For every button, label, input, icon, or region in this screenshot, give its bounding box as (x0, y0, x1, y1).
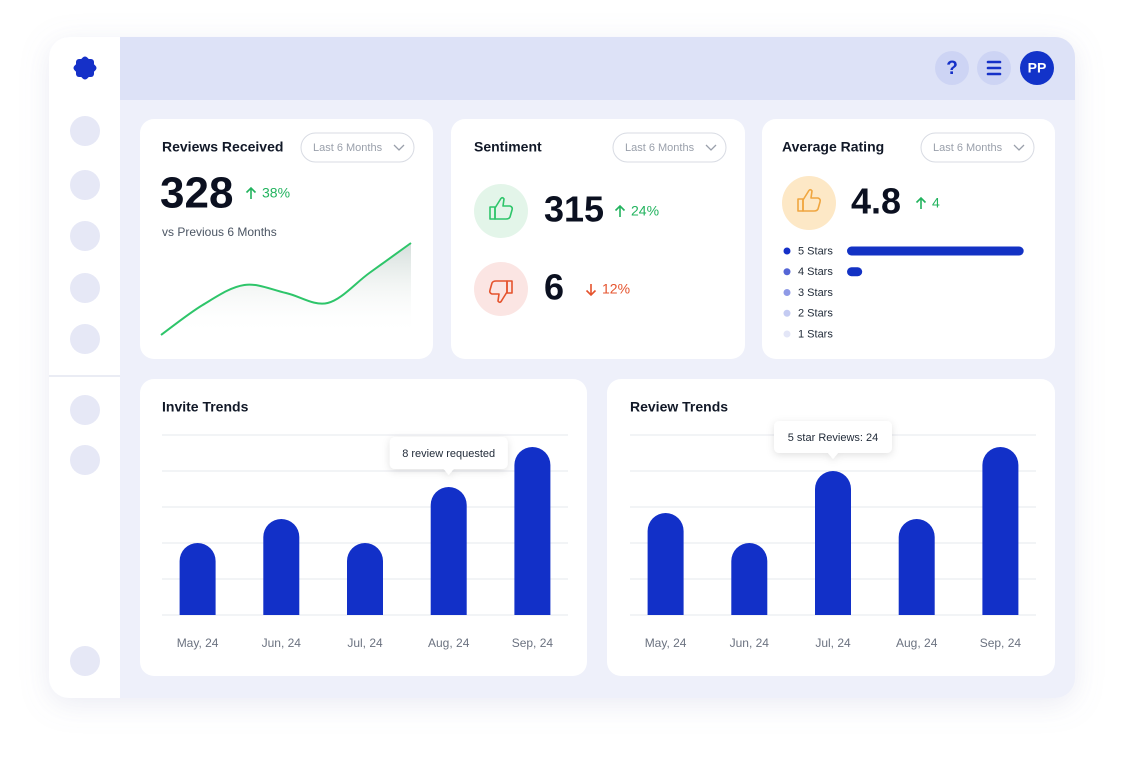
x-tick-label: Jul, 24 (815, 636, 851, 650)
tooltip: 5 star Reviews: 24 (774, 421, 892, 459)
chart-title: Invite Trends (162, 399, 249, 415)
nav-item[interactable] (70, 324, 100, 354)
arrow-down (585, 284, 597, 297)
nav-item[interactable] (70, 445, 100, 475)
card-title: Reviews Received (162, 139, 283, 155)
bar (815, 471, 851, 615)
rating-label: 3 Stars (798, 287, 833, 299)
rating-label: 4 Stars (798, 266, 833, 278)
x-tick-label: Sep, 24 (980, 636, 1022, 650)
icon-circle (474, 262, 528, 316)
rating-bar (847, 246, 1024, 256)
card (762, 119, 1055, 359)
header-bar (120, 37, 1075, 100)
nav-item[interactable] (70, 646, 100, 676)
filter-label: Last 6 Months (933, 142, 1003, 154)
menu-button[interactable] (977, 51, 1011, 85)
frame-content (49, 37, 1075, 698)
arrow-up (614, 204, 626, 217)
kpi-change: 38% (262, 185, 290, 201)
filter-label: Last 6 Months (625, 142, 695, 154)
tooltip-box (389, 437, 508, 475)
rating-label: 1 Stars (798, 328, 833, 340)
bar (731, 543, 768, 615)
icon-circle (474, 184, 528, 238)
avatar-circle (1020, 51, 1054, 85)
kpi-value: 315 (544, 189, 604, 230)
menu-icon (986, 60, 1002, 76)
x-tick-label: Jun, 24 (262, 636, 302, 650)
bar (898, 519, 935, 615)
help-button[interactable]: ? (935, 51, 969, 85)
avatar-initials: PP (1028, 60, 1047, 76)
bar (179, 543, 216, 615)
arrow-up (915, 196, 927, 209)
tooltip-text: 5 star Reviews: 24 (788, 432, 878, 444)
bar (347, 543, 383, 615)
icon-circle (782, 176, 836, 230)
legend-dot (783, 289, 791, 296)
tooltip-box (774, 421, 892, 459)
chevron (393, 144, 405, 151)
chevron (705, 144, 717, 151)
chevron (1013, 144, 1025, 151)
kpi-change: 24% (631, 203, 659, 219)
kpi-value: 6 (544, 267, 564, 308)
nav-item[interactable] (70, 395, 100, 425)
rating-label: 5 Stars (798, 245, 833, 257)
period-filter[interactable]: Last 6 Months (920, 132, 1035, 163)
x-tick-label: Aug, 24 (896, 636, 938, 650)
x-tick-label: Jun, 24 (730, 636, 770, 650)
bar (647, 513, 684, 615)
x-tick-label: May, 24 (645, 636, 687, 650)
x-tick-label: May, 24 (177, 636, 219, 650)
sparkline (160, 242, 412, 336)
kpi-value: 4.8 (851, 181, 901, 222)
chart-title: Review Trends (630, 399, 728, 415)
kpi-subtitle: vs Previous 6 Months (162, 225, 277, 239)
rating-label: 2 Stars (798, 308, 833, 320)
legend-dot (783, 268, 791, 276)
sidebar (49, 37, 120, 698)
tooltip-text: 8 review requested (402, 448, 495, 460)
period-filter[interactable]: Last 6 Months (300, 132, 415, 163)
rating-bar (847, 267, 863, 277)
kpi-change: 12% (602, 281, 630, 297)
kpi-value: 328 (160, 169, 233, 218)
nav-item[interactable] (70, 221, 100, 251)
legend-dot (783, 330, 791, 338)
sparkline-area (161, 243, 411, 335)
x-tick-label: Aug, 24 (428, 636, 470, 650)
logo[interactable] (72, 55, 97, 80)
thumbs-down-icon (488, 280, 513, 304)
bar (430, 487, 467, 615)
bar (982, 447, 1019, 615)
arrow-up (245, 186, 257, 199)
nav-item[interactable] (70, 170, 100, 200)
thumbs-up-icon (489, 196, 514, 220)
thumbs-up-icon (797, 188, 822, 212)
filter-box (300, 132, 415, 163)
tooltip: 8 review requested (389, 437, 508, 475)
filter-box (920, 132, 1035, 163)
sidebar-nav (70, 116, 100, 676)
card-title: Sentiment (474, 139, 542, 155)
kpi-change: 4 (932, 195, 940, 211)
period-filter[interactable]: Last 6 Months (612, 132, 727, 163)
help-icon: ? (946, 58, 958, 79)
filter-box (612, 132, 727, 163)
nav-item[interactable] (70, 116, 100, 146)
filter-label: Last 6 Months (313, 142, 383, 154)
help-circle (935, 51, 969, 85)
x-tick-label: Jul, 24 (347, 636, 383, 650)
bar (263, 519, 300, 615)
legend-dot (783, 309, 791, 317)
x-tick-label: Sep, 24 (512, 636, 554, 650)
legend-dot (783, 247, 791, 255)
nav-item[interactable] (70, 273, 100, 303)
avatar[interactable]: PP (1020, 51, 1054, 85)
card-title: Average Rating (782, 139, 884, 155)
bar (514, 447, 551, 615)
